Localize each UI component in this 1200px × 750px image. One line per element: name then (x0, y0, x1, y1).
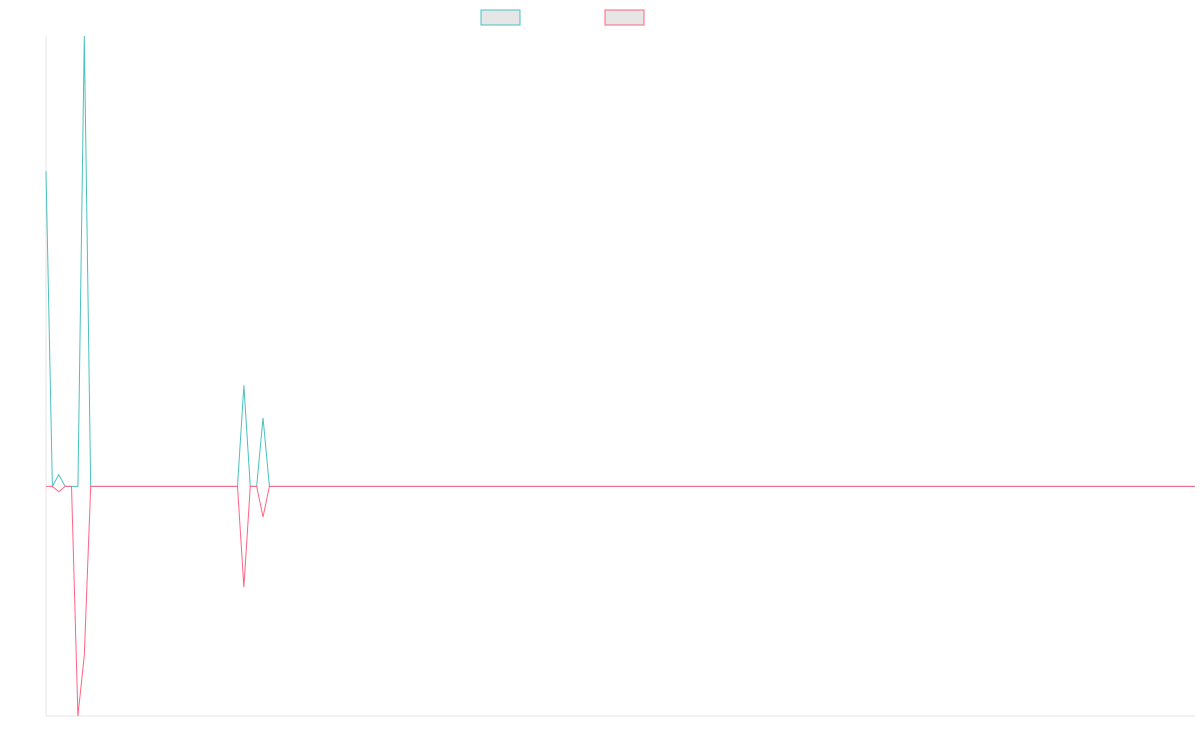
series-layer (45, 35, 1195, 717)
legend-item-1[interactable] (480, 9, 521, 26)
series-line-2 (46, 485, 1195, 717)
series-line-1 (45, 35, 1195, 489)
legend-swatch-2[interactable] (604, 9, 645, 26)
axes (45, 36, 1195, 717)
legend-swatch-1[interactable] (480, 9, 521, 26)
legend-item-2[interactable] (604, 9, 645, 26)
legend[interactable] (480, 9, 645, 26)
